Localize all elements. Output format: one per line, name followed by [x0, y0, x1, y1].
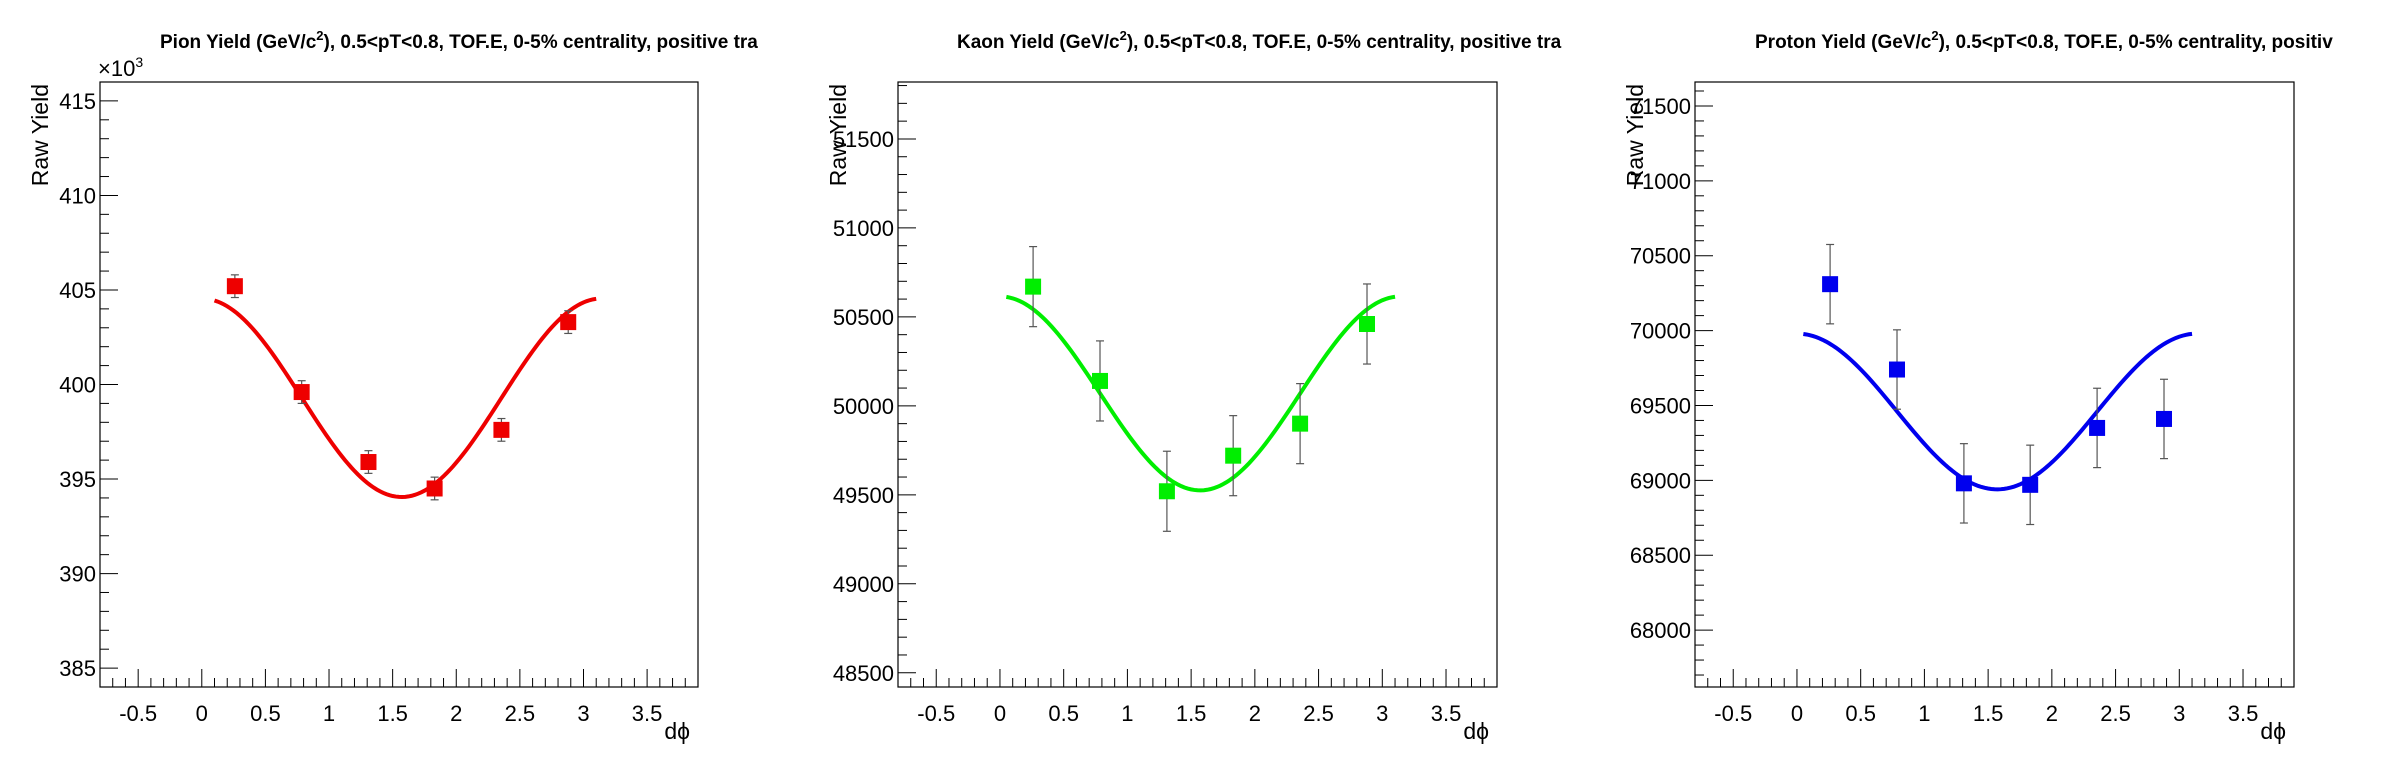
chart-panel-1: Pion Yield (GeV/c2), 0.5<pT<0.8, TOF.E, … — [27, 28, 758, 744]
x-tick-label: 3.5 — [632, 701, 663, 726]
x-tick-label: 3.5 — [2228, 701, 2259, 726]
x-tick-label: 1.5 — [1176, 701, 1207, 726]
chart-title-main: Proton Yield (GeV/c — [1755, 32, 1932, 53]
x-tick-label: 2 — [1249, 701, 1261, 726]
x-tick-label: -0.5 — [917, 701, 955, 726]
fit-curve — [213, 296, 597, 499]
y-tick-label: 415 — [59, 89, 96, 114]
y-tick-label: 70500 — [1630, 244, 1691, 269]
y-tick-label: 51000 — [833, 216, 894, 241]
axis-multiplier: ×103 — [98, 54, 143, 81]
data-point — [1889, 361, 1906, 378]
data-point — [1025, 278, 1042, 295]
data-point — [1092, 372, 1109, 389]
chart-title-sup: 2 — [316, 28, 323, 43]
y-tick-label: 69000 — [1630, 468, 1691, 493]
x-tick-label: 0 — [1791, 701, 1803, 726]
data-point — [1359, 316, 1376, 332]
y-tick-label: 385 — [59, 656, 96, 681]
data-point — [293, 384, 310, 401]
chart-title-rest: ), 0.5<pT<0.8, TOF.E, 0-5% centrality, p… — [1127, 32, 1562, 53]
y-axis-label: Raw Yield — [1622, 84, 1648, 186]
x-tick-label: 0.5 — [1845, 701, 1876, 726]
x-tick-label: 0.5 — [1048, 701, 1079, 726]
plot-frame — [897, 81, 1498, 688]
x-axis-label: dϕ — [664, 718, 690, 744]
x-tick-label: -0.5 — [1714, 701, 1752, 726]
x-tick-label: 1 — [1918, 701, 1930, 726]
x-tick-label: 2.5 — [1303, 701, 1334, 726]
x-tick-label: 3 — [577, 701, 589, 726]
data-point — [226, 278, 243, 295]
y-tick-label: 49500 — [833, 483, 894, 508]
chart-title-sup: 2 — [1931, 28, 1938, 43]
x-tick-label: 3 — [1376, 701, 1388, 726]
y-tick-label: 71500 — [1630, 94, 1691, 119]
data-point — [2089, 419, 2106, 436]
y-tick-label: 68500 — [1630, 543, 1691, 568]
chart-panel-3: Proton Yield (GeV/c2), 0.5<pT<0.8, TOF.E… — [1622, 28, 2333, 744]
y-tick-label: 405 — [59, 278, 96, 303]
x-tick-label: 2 — [450, 701, 462, 726]
chart-title: Kaon Yield (GeV/c2), 0.5<pT<0.8, TOF.E, … — [957, 28, 1562, 53]
data-point — [493, 421, 510, 438]
x-tick-label: 1 — [323, 701, 335, 726]
plot-frame — [1694, 81, 2295, 688]
x-tick-label: 2 — [2046, 701, 2058, 726]
x-tick-label: 3 — [2173, 701, 2185, 726]
data-point — [1955, 475, 1972, 492]
y-tick-label: 69500 — [1630, 393, 1691, 418]
y-tick-label: 50000 — [833, 394, 894, 419]
chart-title: Proton Yield (GeV/c2), 0.5<pT<0.8, TOF.E… — [1755, 28, 2333, 53]
y-axis-label: Raw Yield — [27, 84, 53, 186]
data-point — [1292, 415, 1309, 432]
chart-panel-2: Kaon Yield (GeV/c2), 0.5<pT<0.8, TOF.E, … — [825, 28, 1562, 744]
y-tick-label: 50500 — [833, 305, 894, 330]
y-tick-label: 410 — [59, 183, 96, 208]
fit-curve — [1005, 294, 1396, 493]
x-tick-label: -0.5 — [119, 701, 157, 726]
y-tick-label: 400 — [59, 373, 96, 398]
y-tick-label: 71000 — [1630, 169, 1691, 194]
x-tick-label: 3.5 — [1431, 701, 1462, 726]
data-point — [360, 454, 377, 471]
x-tick-label: 0 — [196, 701, 208, 726]
chart-title-main: Pion Yield (GeV/c — [160, 32, 317, 53]
x-tick-label: 1.5 — [1973, 701, 2004, 726]
chart-title-rest: ), 0.5<pT<0.8, TOF.E, 0-5% centrality, p… — [324, 32, 759, 53]
data-point — [1822, 276, 1839, 293]
x-tick-label: 1.5 — [377, 701, 408, 726]
data-point — [1158, 483, 1175, 500]
y-tick-label: 68000 — [1630, 618, 1691, 643]
y-tick-label: 395 — [59, 467, 96, 492]
chart-title-rest: ), 0.5<pT<0.8, TOF.E, 0-5% centrality, p… — [1939, 32, 2334, 53]
plot-frame — [99, 81, 699, 688]
data-point — [2022, 476, 2039, 493]
y-tick-label: 49000 — [833, 572, 894, 597]
y-tick-label: 51500 — [833, 127, 894, 152]
chart-title: Pion Yield (GeV/c2), 0.5<pT<0.8, TOF.E, … — [160, 28, 758, 53]
chart-title-main: Kaon Yield (GeV/c — [957, 32, 1120, 53]
y-tick-label: 390 — [59, 562, 96, 587]
y-tick-label: 70000 — [1630, 319, 1691, 344]
data-point — [560, 314, 577, 331]
y-axis-label: Raw Yield — [825, 84, 851, 186]
x-tick-label: 0 — [994, 701, 1006, 726]
x-tick-label: 2.5 — [505, 701, 536, 726]
x-tick-label: 1 — [1121, 701, 1133, 726]
data-point — [1225, 447, 1242, 464]
x-tick-label: 2.5 — [2100, 701, 2131, 726]
fit-curve — [1803, 331, 2193, 492]
x-axis-label: dϕ — [1463, 718, 1489, 744]
x-axis-label: dϕ — [2260, 718, 2286, 744]
x-tick-label: 0.5 — [250, 701, 281, 726]
chart-title-sup: 2 — [1120, 28, 1127, 43]
data-point — [2156, 410, 2173, 427]
y-tick-label: 48500 — [833, 661, 894, 686]
data-point — [426, 480, 443, 497]
